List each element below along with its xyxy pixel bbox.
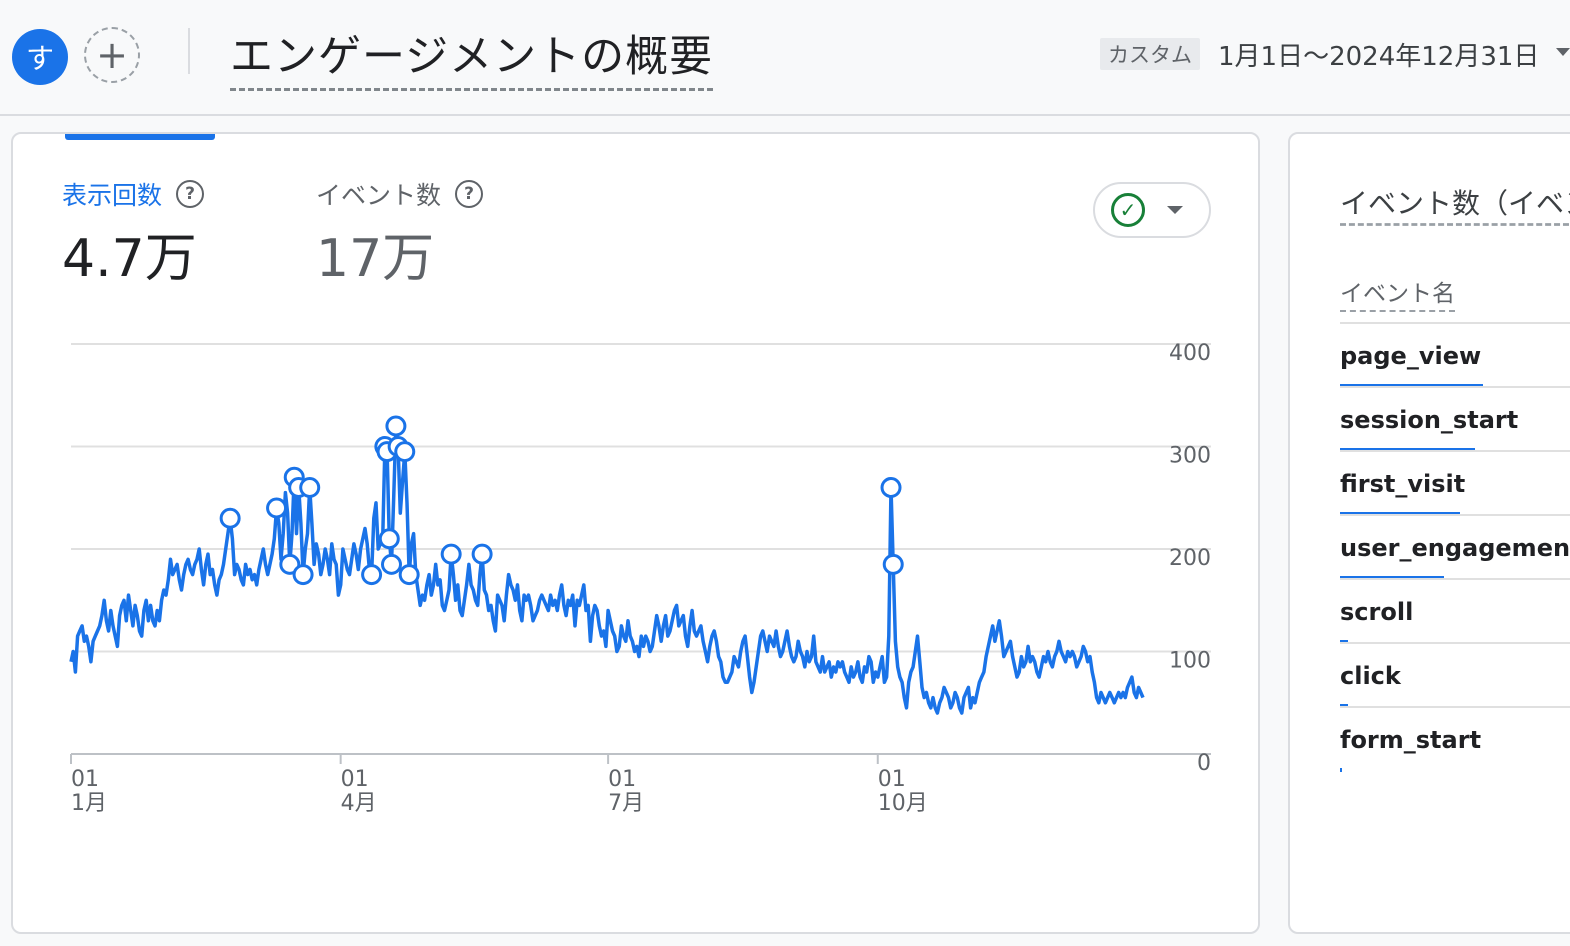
caret-down-icon xyxy=(1167,206,1183,214)
event-name: scroll xyxy=(1340,598,1414,626)
top-app-bar: す + エンゲージメントの概要 カスタム 1月1日～2024年12月31日 xyxy=(0,0,1570,116)
x-tick-label: 7月 xyxy=(608,791,644,816)
help-icon[interactable]: ? xyxy=(176,180,205,208)
x-tick-label: 01 xyxy=(608,767,636,792)
anomaly-marker xyxy=(292,564,314,586)
compare-dropdown-button[interactable]: ✓ xyxy=(1093,182,1211,238)
metric-value-events: 17万 xyxy=(316,229,435,289)
y-tick-label: 0 xyxy=(1197,751,1211,776)
x-tick-label: 1月 xyxy=(71,791,107,816)
x-tick-label: 10月 xyxy=(878,791,928,816)
event-name: session_start xyxy=(1340,406,1519,434)
date-mode-chip: カスタム xyxy=(1100,38,1200,70)
help-icon[interactable]: ? xyxy=(455,180,484,208)
anomaly-marker xyxy=(471,543,493,565)
metric-label-events: イベント数 xyxy=(316,181,442,210)
x-tick-label: 4月 xyxy=(341,791,377,816)
metric-label-views: 表示回数 xyxy=(62,181,163,210)
active-tab-indicator xyxy=(65,134,215,140)
anomaly-marker xyxy=(394,441,416,463)
date-dropdown-icon[interactable] xyxy=(1556,48,1570,56)
anomaly-marker xyxy=(380,553,402,575)
user-avatar[interactable]: す xyxy=(12,29,68,85)
anomaly-marker xyxy=(299,477,321,498)
event-row[interactable]: page_view xyxy=(1340,322,1570,388)
event-name: page_view xyxy=(1340,342,1482,370)
event-name: form_start xyxy=(1340,726,1482,754)
header-divider xyxy=(188,28,190,74)
metric-tab-events[interactable]: イベント数 ? 17万 xyxy=(316,176,484,291)
page-title[interactable]: エンゲージメントの概要 xyxy=(230,22,714,91)
anomaly-marker xyxy=(882,553,904,575)
x-tick-label: 01 xyxy=(341,767,369,792)
event-name: click xyxy=(1340,662,1401,690)
anomaly-marker xyxy=(378,528,400,550)
y-tick-label: 300 xyxy=(1169,444,1211,469)
add-comparison-button[interactable]: + xyxy=(84,27,140,83)
y-tick-label: 400 xyxy=(1169,341,1211,366)
anomaly-marker xyxy=(440,543,462,565)
event-row[interactable]: click xyxy=(1340,642,1570,708)
series-line xyxy=(69,424,1145,715)
anomaly-marker xyxy=(880,477,902,498)
date-range-picker[interactable]: 1月1日～2024年12月31日 xyxy=(1218,42,1540,72)
anomaly-marker xyxy=(361,564,383,586)
event-row[interactable]: scroll xyxy=(1340,578,1570,644)
column-header-event-name[interactable]: イベント名 xyxy=(1340,274,1455,312)
event-count-card: イベント数（イベント名） イベント名 page_view session_star… xyxy=(1288,132,1570,934)
y-tick-label: 200 xyxy=(1169,546,1211,571)
anomaly-marker xyxy=(398,564,420,586)
anomaly-marker xyxy=(385,415,407,437)
metric-tab-views[interactable]: 表示回数 ? 4.7万 xyxy=(62,176,205,291)
x-tick-label: 01 xyxy=(878,767,906,792)
event-row[interactable]: session_start xyxy=(1340,386,1570,452)
event-row[interactable]: first_visit xyxy=(1340,450,1570,516)
event-row[interactable]: user_engagement xyxy=(1340,514,1570,580)
y-tick-label: 100 xyxy=(1169,649,1211,674)
engagement-chart-card: 表示回数 ? 4.7万 イベント数 ? 17万 ✓ 400 300 200 100 0 0… xyxy=(11,132,1260,934)
x-tick-label: 01 xyxy=(71,767,99,792)
anomaly-marker xyxy=(219,507,241,529)
metric-value-views: 4.7万 xyxy=(62,229,197,289)
event-name: first_visit xyxy=(1340,470,1466,498)
event-name: user_engagement xyxy=(1340,534,1570,562)
event-share-bar xyxy=(1340,768,1342,772)
event-row[interactable]: form_start xyxy=(1340,706,1570,772)
check-circle-icon: ✓ xyxy=(1111,193,1145,227)
anomaly-marker xyxy=(266,497,288,519)
card-title[interactable]: イベント数（イベント名） xyxy=(1340,187,1570,220)
